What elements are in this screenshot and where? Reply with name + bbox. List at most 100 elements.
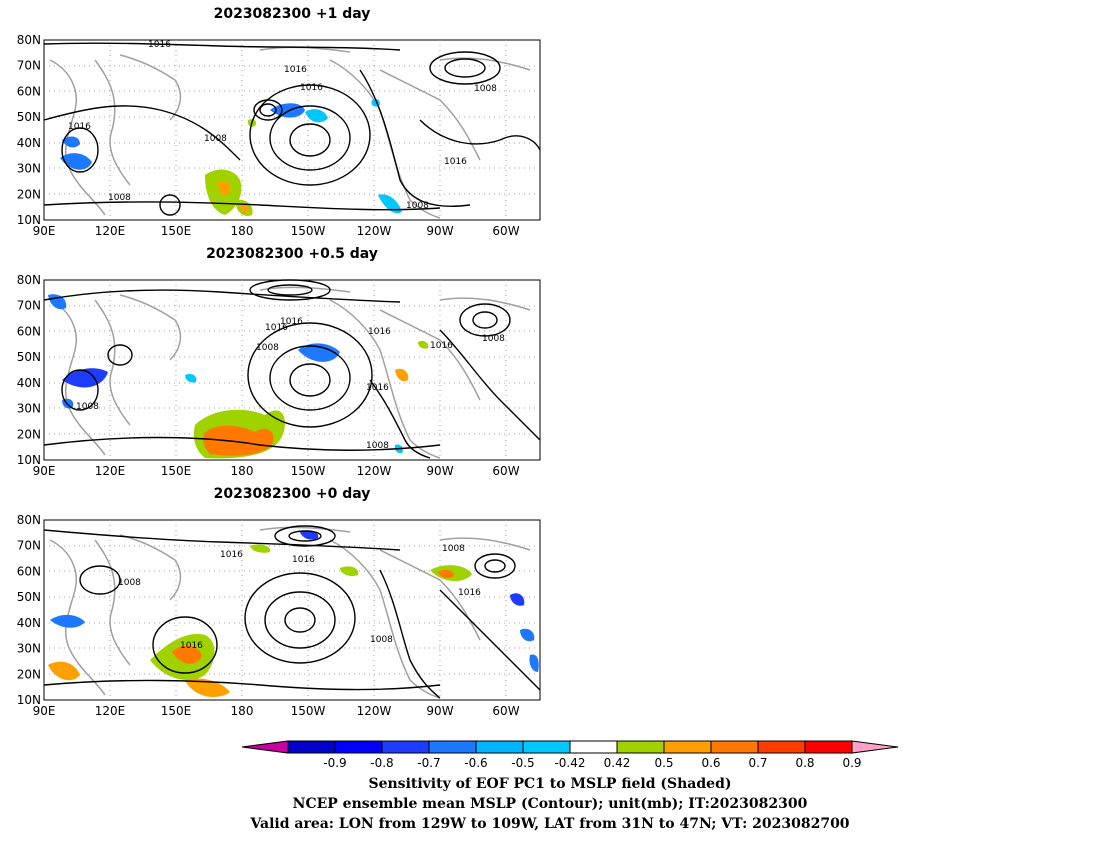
colorbar-tick-label: 0.5 [654, 756, 673, 770]
colorbar-tick-label: 0.9 [842, 756, 861, 770]
contour-label: 1016 [444, 157, 467, 167]
contour-label: 1008 [118, 578, 141, 588]
panel-1-title: 2023082300 +1 day [213, 6, 371, 22]
lon-tick-label: 120W [357, 704, 392, 718]
contour-label: 1016 [265, 323, 288, 333]
lat-tick-label: 20N [17, 427, 41, 441]
colorbar-swatch [475, 740, 524, 754]
contour-label: 1008 [108, 193, 131, 203]
colorbar-tick-label: -0.6 [464, 756, 487, 770]
lat-tick-label: 80N [17, 273, 41, 287]
lon-tick-label: 90E [33, 704, 56, 718]
contour-label: 1016 [284, 65, 307, 75]
lat-tick-label: 50N [17, 110, 41, 124]
lat-tick-label: 80N [17, 33, 41, 47]
lat-tick-label: 50N [17, 590, 41, 604]
colorbar-swatch [804, 740, 853, 754]
colorbar-swatch [757, 740, 806, 754]
lon-tick-label: 90E [33, 224, 56, 238]
lon-tick-label: 180 [231, 464, 254, 478]
lat-tick-label: 10N [17, 213, 41, 227]
lon-tick-label: 60W [492, 704, 519, 718]
colorbar-tick-label: 0.6 [701, 756, 720, 770]
graticule [44, 520, 540, 700]
map-panel-3: 1016 1016 1008 1008 1016 1016 1008 [43, 519, 541, 701]
contour-label: 1008 [482, 334, 505, 344]
colorbar-high-extend [851, 740, 899, 754]
contour-label: 1008 [366, 441, 389, 451]
lon-tick-label: 120W [357, 224, 392, 238]
contour-labels: 1016 1016 1008 1016 1016 1008 1016 1008 … [76, 317, 505, 451]
lat-tick-label: 50N [17, 350, 41, 364]
lat-tick-label: 70N [17, 299, 41, 313]
lat-tick-label: 10N [17, 453, 41, 467]
lon-tick-label: 60W [492, 464, 519, 478]
map-frame [43, 39, 541, 221]
lon-tick-label: 180 [231, 704, 254, 718]
lat-tick-label: 60N [17, 84, 41, 98]
contour-label: 1008 [76, 402, 99, 412]
lat-tick-label: 30N [17, 402, 41, 416]
footer-line-3: Valid area: LON from 129W to 109W, LAT f… [250, 816, 850, 832]
colorbar: -0.9 -0.8 -0.7 -0.6 -0.5 -0.42 0.42 0.5 0.6 0.7 0.… [241, 740, 899, 770]
lat-tick-label: 10N [17, 693, 41, 707]
lon-tick-label: 120W [357, 464, 392, 478]
mslp-contours [43, 525, 541, 699]
colorbar-tick-label: -0.5 [511, 756, 534, 770]
lon-tick-label: 150E [161, 464, 192, 478]
colorbar-swatch [334, 740, 383, 754]
contour-label: 1016 [180, 641, 203, 651]
map-panel-2: 1016 1016 1008 1016 1016 1008 1016 1008 … [43, 279, 541, 461]
contour-label: 1008 [204, 134, 227, 144]
lat-tick-label: 80N [17, 513, 41, 527]
colorbar-tick-label: -0.7 [417, 756, 440, 770]
lat-tick-label: 60N [17, 564, 41, 578]
mslp-contours [43, 42, 541, 216]
colorbar-tick-label: 0.42 [604, 756, 631, 770]
map-frame [43, 279, 541, 461]
contour-labels: 1016 1016 1008 1008 1016 1016 1008 [118, 544, 481, 651]
colorbar-swatch [428, 740, 477, 754]
contour-label: 1016 [280, 317, 303, 327]
colorbar-tick-label: 0.8 [795, 756, 814, 770]
panel-2-title: 2023082300 +0.5 day [206, 246, 378, 262]
footer-line-1: Sensitivity of EOF PC1 to MSLP field (Sh… [368, 776, 732, 792]
footer-line-2: NCEP ensemble mean MSLP (Contour); unit(… [292, 796, 808, 812]
map-panel-1: 1016 1016 1016 1016 1008 1008 1016 1008 … [43, 39, 541, 221]
contour-labels: 1016 1016 1016 1016 1008 1008 1016 1008 … [68, 40, 497, 211]
lat-tick-label: 30N [17, 162, 41, 176]
lat-tick-label: 20N [17, 667, 41, 681]
contour-label: 1016 [292, 555, 315, 565]
contour-label: 1016 [148, 40, 171, 50]
sensitivity-shading [48, 294, 429, 459]
lon-tick-label: 60W [492, 224, 519, 238]
colorbar-tick-label: -0.8 [370, 756, 393, 770]
colorbar-swatch [287, 740, 336, 754]
colorbar-tick-label: -0.9 [323, 756, 346, 770]
contour-label: 1016 [300, 83, 323, 93]
coastlines [49, 526, 531, 699]
lon-tick-label: 90W [426, 704, 453, 718]
lon-tick-label: 120E [95, 704, 126, 718]
lat-tick-label: 40N [17, 616, 41, 630]
coastlines [49, 286, 531, 459]
colorbar-swatch [522, 740, 571, 754]
contour-label: 1008 [474, 84, 497, 94]
lat-tick-label: 40N [17, 376, 41, 390]
contour-label: 1016 [430, 341, 453, 351]
mslp-contours [43, 279, 541, 459]
colorbar-swatch [663, 740, 712, 754]
colorbar-swatch [616, 740, 665, 754]
colorbar-swatch [710, 740, 759, 754]
contour-label: 1008 [370, 635, 393, 645]
lon-tick-label: 150W [291, 464, 326, 478]
lat-tick-label: 40N [17, 136, 41, 150]
colorbar-swatch [569, 740, 618, 754]
panel-3-title: 2023082300 +0 day [213, 486, 371, 502]
lon-tick-label: 150W [291, 224, 326, 238]
lat-tick-label: 70N [17, 539, 41, 553]
lon-tick-label: 90W [426, 464, 453, 478]
lon-tick-label: 90W [426, 224, 453, 238]
